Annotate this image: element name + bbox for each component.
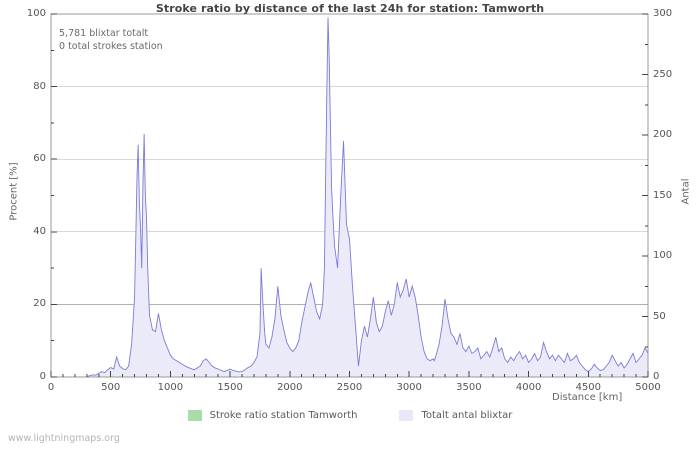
annotation-station-strokes: 0 total strokes station bbox=[59, 41, 163, 52]
y-tick-left-40: 40 bbox=[33, 225, 46, 237]
x-tick-1500: 1500 bbox=[217, 382, 243, 393]
legend-label-0: Stroke ratio station Tamworth bbox=[209, 410, 358, 421]
chart-title: Stroke ratio by distance of the last 24h… bbox=[155, 2, 545, 15]
x-axis-label: Distance [km] bbox=[552, 392, 623, 403]
legend-label-1: Totalt antal blixtar bbox=[421, 410, 513, 421]
legend-item-0[interactable]: Stroke ratio station Tamworth bbox=[187, 410, 358, 421]
chart-legend: Stroke ratio station Tamworth Totalt anta… bbox=[0, 410, 700, 421]
annotation-total-strokes: 5,781 blixtar totalt bbox=[59, 28, 149, 39]
x-tick-5000: 5000 bbox=[635, 382, 661, 393]
x-tick-0: 0 bbox=[47, 382, 55, 393]
y-tick-right-150: 150 bbox=[653, 189, 673, 201]
x-tick-2500: 2500 bbox=[336, 382, 363, 393]
legend-swatch-1 bbox=[399, 410, 414, 421]
y-tick-left-20: 20 bbox=[33, 298, 46, 310]
legend-item-1[interactable]: Totalt antal blixtar bbox=[399, 410, 512, 421]
x-tick-4000: 4000 bbox=[515, 382, 542, 393]
y-tick-right-50: 50 bbox=[653, 310, 666, 322]
y-tick-left-0: 0 bbox=[39, 371, 46, 382]
x-tick-500: 500 bbox=[101, 382, 121, 393]
y-tick-right-300: 300 bbox=[653, 8, 673, 19]
x-tick-2000: 2000 bbox=[277, 382, 303, 393]
y-tick-left-80: 80 bbox=[33, 80, 46, 92]
y-tick-right-0: 0 bbox=[653, 371, 660, 382]
x-tick-1000: 1000 bbox=[157, 382, 184, 393]
y-tick-right-100: 100 bbox=[653, 250, 673, 261]
x-tick-4500: 4500 bbox=[575, 382, 602, 393]
x-tick-3000: 3000 bbox=[396, 382, 422, 393]
watermark-text: www.lightningmaps.org bbox=[8, 433, 120, 444]
legend-swatch-0 bbox=[187, 410, 202, 421]
y-tick-left-60: 60 bbox=[33, 153, 46, 165]
x-tick-3500: 3500 bbox=[456, 382, 482, 393]
y-tick-right-250: 250 bbox=[653, 68, 673, 80]
y-tick-left-100: 100 bbox=[26, 8, 46, 19]
y-tick-right-200: 200 bbox=[653, 129, 673, 140]
